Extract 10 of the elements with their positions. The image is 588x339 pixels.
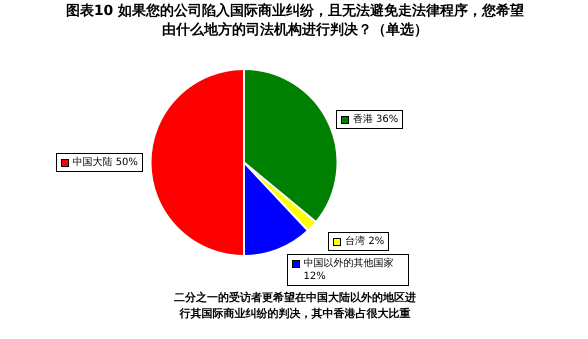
legend-label: 台湾: [345, 236, 366, 248]
legend-label: 中国大陆: [72, 157, 114, 168]
legend-label: 中国以外的其他国家: [304, 258, 394, 269]
legend-label: 香港: [352, 114, 374, 125]
text: 二分之一的受访者更希望在中国大陆以外的地区进行其国际商业纠纷的判决，其中香港占很大比重: [173, 290, 417, 322]
data-label: 50%: [116, 157, 138, 168]
chart-title: 图表10 如果您的公司陷入国际商业纠纷，且无法避免走法律程序，您希望由什么地方的司法机构进行判决？（单选）: [64, 2, 526, 40]
data-label: 36%: [376, 114, 398, 125]
data-label: 2%: [368, 236, 384, 248]
data-label: 12%: [304, 270, 326, 282]
